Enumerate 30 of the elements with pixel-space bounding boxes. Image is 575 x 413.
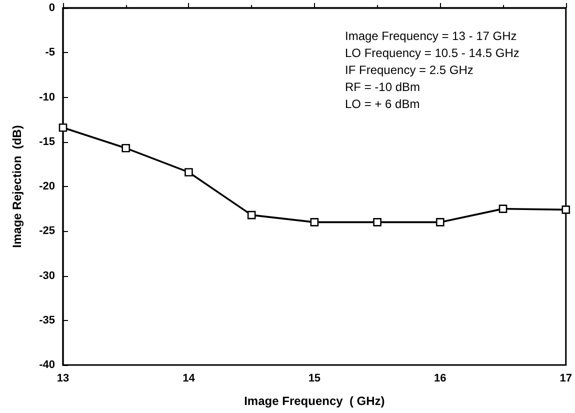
point [498,204,508,213]
annotation: Image Frequency = 13 - 17 GHz [345,29,517,43]
annotation: IF Frequency = 2.5 GHz [345,63,474,77]
x-tick-label: 16 [434,372,446,384]
x-axis-title: Image Frequency ( GHz) [244,394,385,408]
y-tick-label: -10 [39,91,55,104]
y-tick-label: 0 [48,2,55,14]
y-tick-label: -25 [39,225,55,238]
annotation: LO Frequency = 10.5 - 14.5 GHz [345,46,520,60]
y-tick-label: -5 [45,46,55,59]
point [122,144,130,152]
y-tick-label: -35 [39,314,55,326]
point [310,218,319,226]
x-tick-label: 17 [560,372,572,384]
point [58,123,68,132]
y-tick-label: -40 [39,359,55,371]
x-tick-label: 14 [182,372,196,384]
point [184,168,193,176]
x-tick-label: 15 [308,372,321,384]
point [436,218,444,226]
annotation: LO = + 6 dBm [345,97,420,111]
y-axis-title: Image Rejection (dB) [10,125,24,248]
point [247,210,256,220]
point [562,206,570,214]
y-tick-label: -20 [39,180,55,192]
x-tick-label: 13 [56,372,70,384]
y-tick-label: -30 [39,270,55,282]
annotation: RF = -10 dBm [345,80,420,94]
point [373,218,382,226]
y-tick-label: -15 [39,136,55,148]
